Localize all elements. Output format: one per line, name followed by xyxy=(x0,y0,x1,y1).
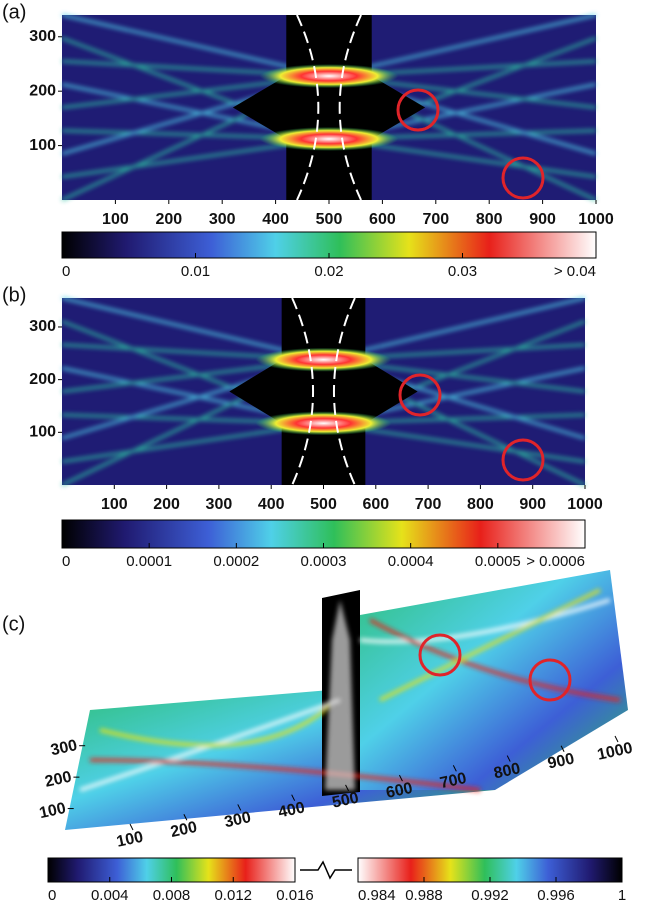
x-tick-label: 200 xyxy=(155,211,182,228)
y-tick-label: 200 xyxy=(29,82,56,99)
hot-spot xyxy=(256,348,392,372)
x-tick-label: 600 xyxy=(362,496,389,513)
x-tick-label: 500 xyxy=(316,211,343,228)
y-tick-label: 100 xyxy=(29,424,56,441)
x-tick-label: 1000 xyxy=(596,740,634,764)
x-tick-label: 100 xyxy=(101,496,128,513)
colorbar-tick-label: 0.016 xyxy=(276,887,314,904)
colorbar-tick-label: > 0.0006 xyxy=(526,553,585,570)
x-tick-label: 900 xyxy=(529,211,556,228)
hot-spot xyxy=(260,127,399,151)
y-tick-label: 100 xyxy=(38,800,68,822)
colorbar-tick-label: 0 xyxy=(62,263,70,280)
colorbar-tick-label: 0.0003 xyxy=(301,553,347,570)
colorbar-tick-label: 0.984 xyxy=(358,887,396,904)
colorbar-tick-label: > 0.04 xyxy=(554,263,596,280)
colorbar-tick-label: 0.008 xyxy=(153,887,191,904)
x-tick-label: 100 xyxy=(115,829,145,851)
x-tick-label: 800 xyxy=(467,496,494,513)
x-tick-label: 700 xyxy=(415,496,442,513)
x-tick-label: 1000 xyxy=(567,496,603,513)
x-tick-label: 500 xyxy=(310,496,337,513)
right-surface xyxy=(360,570,628,790)
y-tick-label: 300 xyxy=(29,318,56,335)
colorbar-tick-label: 0.02 xyxy=(314,263,343,280)
x-tick-label: 200 xyxy=(169,819,199,841)
colorbar-tick-label: 0.996 xyxy=(537,887,575,904)
x-tick-label: 300 xyxy=(206,496,233,513)
axis-break xyxy=(300,862,352,878)
x-tick-label: 700 xyxy=(422,211,449,228)
colorbar-tick-label: 0 xyxy=(48,887,56,904)
y-tick-label: 200 xyxy=(43,769,73,791)
figure: (a)1002003004005006007008009001000100200… xyxy=(0,0,664,910)
colorbar-tick-label: 0.012 xyxy=(214,887,252,904)
y-tick-label: 100 xyxy=(29,137,56,154)
x-tick xyxy=(615,736,618,742)
heatmap-field xyxy=(62,15,596,200)
y-tick-label: 300 xyxy=(49,737,79,759)
x-tick-label: 200 xyxy=(153,496,180,513)
x-tick-label: 1000 xyxy=(578,211,614,228)
colorbar-tick-label: 0.004 xyxy=(91,887,129,904)
colorbar-tick-label: 1 xyxy=(618,887,626,904)
panel-label: (c) xyxy=(2,613,25,635)
x-tick-label: 300 xyxy=(209,211,236,228)
colorbar-tick-label: 0.01 xyxy=(181,263,210,280)
colorbar-tick-label: 0.992 xyxy=(471,887,509,904)
x-tick xyxy=(130,824,133,830)
colorbar-tick-label: 0 xyxy=(62,553,70,570)
colorbar-tick-label: 0.0004 xyxy=(388,553,434,570)
hot-spot xyxy=(260,64,399,88)
x-tick-label: 800 xyxy=(476,211,503,228)
colorbar-tick-label: 0.988 xyxy=(405,887,443,904)
panel-label: (a) xyxy=(2,1,26,23)
colorbar-tick-label: 0.0005 xyxy=(475,553,521,570)
y-tick-label: 200 xyxy=(29,371,56,388)
hot-spot xyxy=(256,411,392,435)
colorbar-tick-label: 0.0002 xyxy=(213,553,259,570)
x-tick-label: 900 xyxy=(519,496,546,513)
x-tick-label: 400 xyxy=(258,496,285,513)
x-tick-label: 400 xyxy=(262,211,289,228)
x-tick-label: 600 xyxy=(369,211,396,228)
panel-label: (b) xyxy=(2,284,26,306)
heatmap-field xyxy=(62,298,585,485)
colorbar-tick-label: 0.0001 xyxy=(126,553,172,570)
x-tick-label: 100 xyxy=(102,211,129,228)
colorbar-tick-label: 0.03 xyxy=(448,263,477,280)
y-tick-label: 300 xyxy=(29,28,56,45)
